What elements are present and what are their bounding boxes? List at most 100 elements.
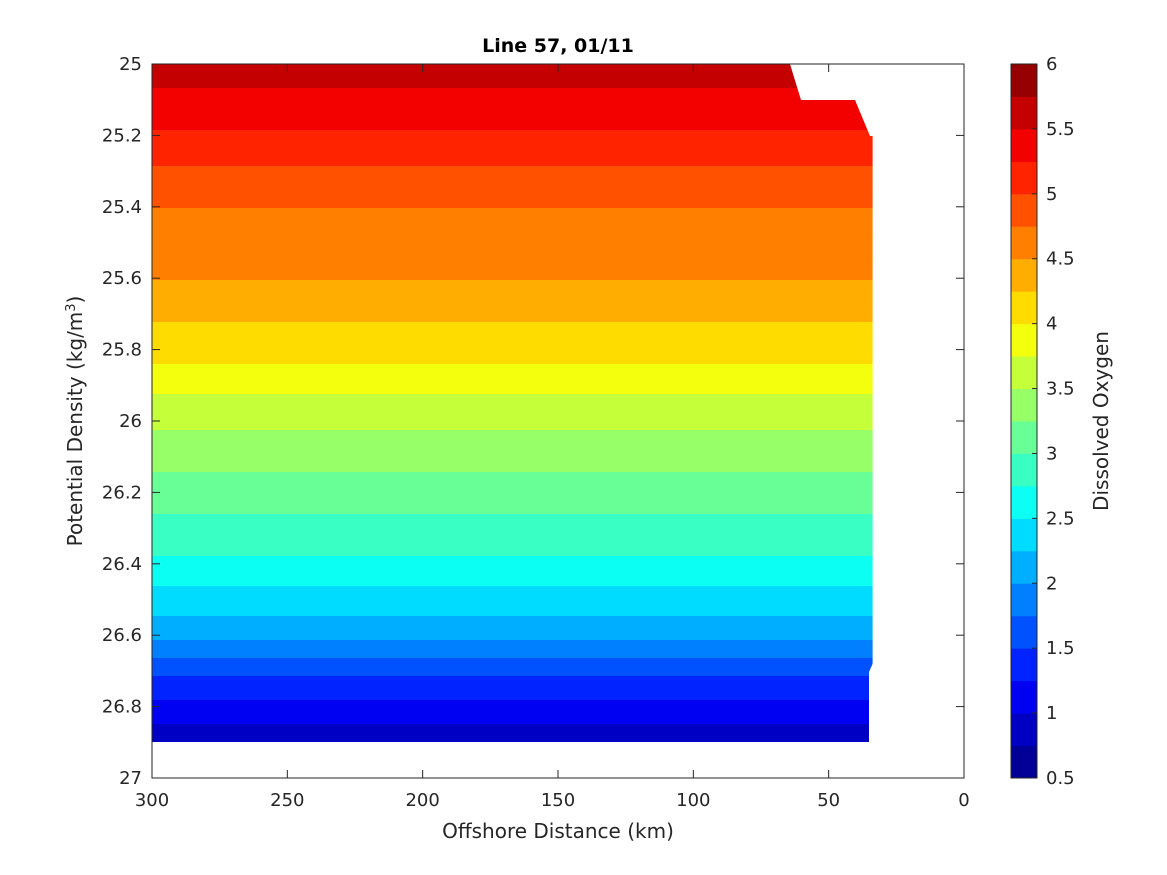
contour-cell	[530, 232, 537, 239]
contour-cell	[368, 70, 375, 77]
contour-cell	[728, 106, 735, 113]
contour-cell	[440, 226, 447, 233]
contour-cell	[596, 226, 603, 233]
contour-cell	[194, 232, 201, 239]
contour-cell	[590, 136, 597, 143]
contour-cell	[464, 64, 471, 71]
contour-cell	[320, 202, 327, 209]
contour-cell	[806, 154, 813, 161]
contour-cell	[824, 262, 831, 269]
contour-cell	[614, 172, 621, 179]
contour-cell	[746, 286, 753, 293]
contour-cell	[506, 88, 513, 95]
contour-cell	[386, 94, 393, 101]
contour-cell	[392, 142, 399, 149]
contour-cell	[572, 226, 579, 233]
contour-cell	[386, 286, 393, 293]
contour-cell	[152, 88, 159, 95]
contour-cell	[320, 226, 327, 233]
contour-cell	[248, 214, 255, 221]
contour-cell	[716, 202, 723, 209]
contour-cell	[296, 214, 303, 221]
contour-cell	[422, 196, 429, 203]
contour-cell	[242, 106, 249, 113]
contour-cell	[512, 190, 519, 197]
contour-cell	[788, 130, 795, 137]
contour-cell	[680, 286, 687, 293]
contour-cell	[740, 154, 747, 161]
contour-cell	[512, 100, 519, 107]
contour-cell	[494, 214, 501, 221]
contour-cell	[458, 232, 465, 239]
contour-cell	[428, 268, 435, 275]
contour-cell	[524, 238, 531, 245]
contour-cell	[506, 130, 513, 137]
contour-cell	[590, 118, 597, 125]
contour-cell	[164, 124, 171, 131]
contour-cell	[278, 220, 285, 227]
contour-cell	[650, 70, 657, 77]
contour-cell	[674, 166, 681, 173]
contour-cell	[656, 172, 663, 179]
contour-cell	[170, 238, 177, 245]
contour-cell	[194, 70, 201, 77]
contour-cell	[440, 82, 447, 89]
contour-cell	[386, 178, 393, 185]
contour-cell	[212, 112, 219, 119]
contour-cell	[278, 142, 285, 149]
contour-cell	[386, 298, 393, 305]
contour-cell	[542, 184, 549, 191]
contour-cell	[224, 94, 231, 101]
contour-cell	[290, 94, 297, 101]
contour-cell	[380, 238, 387, 245]
contour-cell	[200, 214, 207, 221]
contour-cell	[740, 274, 747, 281]
contour-cell	[404, 304, 411, 311]
contour-cell	[788, 232, 795, 239]
contour-cell	[488, 172, 495, 179]
contour-cell	[278, 214, 285, 221]
contour-cell	[710, 298, 717, 305]
contour-cell	[260, 214, 267, 221]
contour-cell	[674, 220, 681, 227]
contour-cell	[680, 94, 687, 101]
contour-cell	[188, 214, 195, 221]
contour-cell	[500, 286, 507, 293]
contour-cell	[662, 106, 669, 113]
contour-cell	[206, 280, 213, 287]
contour-cell	[446, 178, 453, 185]
contour-cell	[188, 256, 195, 263]
contour-cell	[164, 166, 171, 173]
contour-cell	[488, 196, 495, 203]
contour-cell	[338, 166, 345, 173]
contour-cell	[518, 274, 525, 281]
contour-cell	[338, 106, 345, 113]
contour-cell	[464, 124, 471, 131]
contour-cell	[218, 202, 225, 209]
contour-cell	[302, 124, 309, 131]
contour-cell	[248, 154, 255, 161]
contour-cell	[236, 118, 243, 125]
contour-cell	[488, 208, 495, 215]
contour-cell	[836, 154, 843, 161]
contour-cell	[860, 292, 867, 299]
contour-cell	[236, 304, 243, 311]
contour-cell	[314, 238, 321, 245]
contour-cell	[620, 250, 627, 257]
contour-cell	[860, 130, 867, 137]
contour-cell	[746, 118, 753, 125]
contour-cell	[536, 196, 543, 203]
contour-cell	[788, 226, 795, 233]
contour-cell	[548, 166, 555, 173]
contour-cell	[476, 118, 483, 125]
contour-cell	[380, 118, 387, 125]
contour-cell	[716, 76, 723, 83]
contour-cell	[362, 172, 369, 179]
contour-cell	[308, 268, 315, 275]
contour-cell	[782, 172, 789, 179]
contour-cell	[494, 202, 501, 209]
contour-cell	[260, 112, 267, 119]
contour-cell	[416, 178, 423, 185]
contour-cell	[392, 130, 399, 137]
contour-cell	[332, 76, 339, 83]
